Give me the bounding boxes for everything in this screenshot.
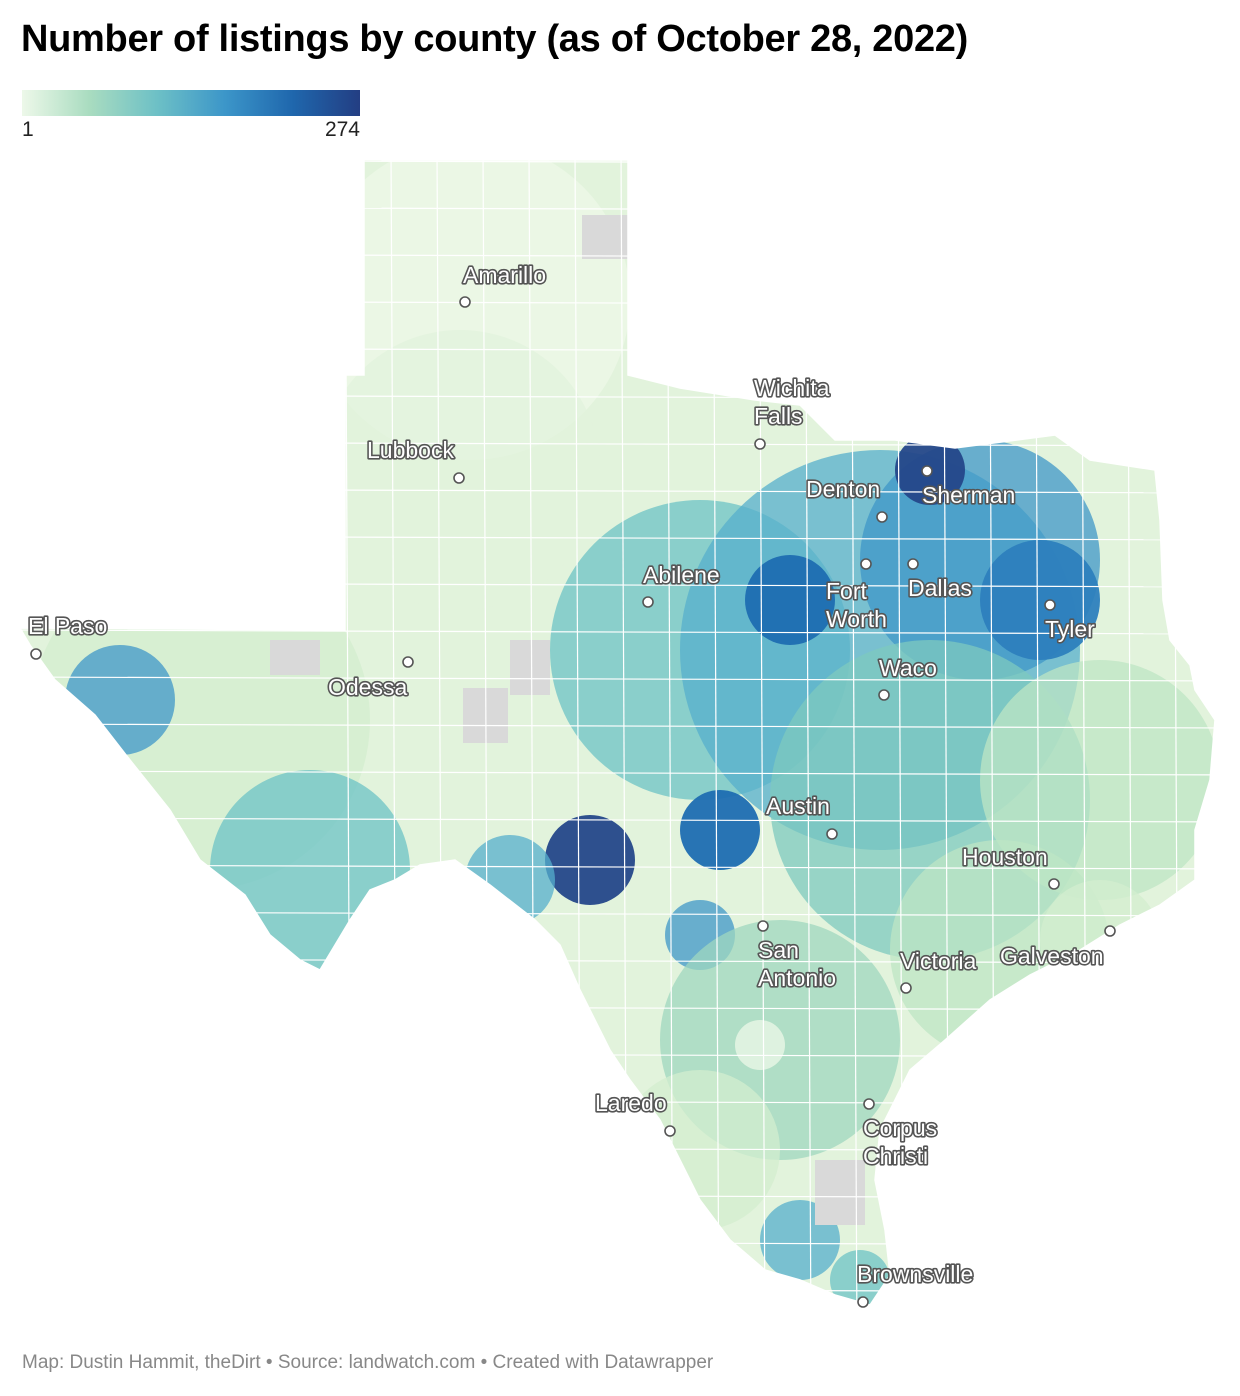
city-label-amarillo: Amarillo bbox=[463, 262, 546, 288]
city-marker-laredo bbox=[664, 1125, 676, 1137]
city-label-fort-worth: Fort Worth bbox=[826, 578, 887, 632]
chart-title: Number of listings by county (as of Octo… bbox=[21, 18, 968, 60]
city-layer: Amarillo Wichita Falls Lubbock Denton Sherman… bbox=[26, 260, 1116, 1308]
city-marker-waco bbox=[878, 689, 890, 701]
city-marker-denton bbox=[876, 511, 888, 523]
city-marker-san-antonio bbox=[757, 920, 769, 932]
legend-max-label: 274 bbox=[324, 118, 360, 141]
city-marker-victoria bbox=[900, 982, 912, 994]
city-marker-corpus-christi bbox=[863, 1098, 875, 1110]
city-label-dallas: Dallas bbox=[908, 575, 972, 601]
city-marker-galveston bbox=[1104, 925, 1116, 937]
legend-gradient-bar bbox=[22, 90, 360, 116]
city-marker-brownsville bbox=[857, 1296, 869, 1308]
city-label-wichita-falls: Wichita Falls bbox=[754, 375, 830, 429]
city-label-laredo: Laredo bbox=[595, 1090, 667, 1116]
city-label-odessa: Odessa bbox=[328, 674, 407, 700]
city-marker-tyler bbox=[1044, 599, 1056, 611]
city-marker-austin bbox=[826, 828, 838, 840]
city-label-galveston: Galveston bbox=[1000, 943, 1104, 969]
city-label-waco: Waco bbox=[879, 655, 937, 681]
color-legend: 1 274 bbox=[22, 90, 360, 142]
city-label-lubbock: Lubbock bbox=[367, 437, 454, 463]
city-marker-amarillo bbox=[459, 296, 471, 308]
city-marker-abilene bbox=[642, 596, 654, 608]
city-marker-wichita-falls bbox=[754, 438, 766, 450]
city-label-austin: Austin bbox=[766, 793, 830, 819]
city-label-sherman: Sherman bbox=[922, 482, 1015, 508]
source-footer: Map: Dustin Hammit, theDirt • Source: la… bbox=[22, 1352, 714, 1373]
city-marker-sherman bbox=[921, 465, 933, 477]
city-label-brownsville: Brownsville bbox=[857, 1261, 973, 1287]
city-marker-houston bbox=[1048, 878, 1060, 890]
city-label-san-antonio: San Antonio bbox=[758, 937, 836, 991]
city-marker-odessa bbox=[402, 656, 414, 668]
city-marker-el-paso bbox=[30, 648, 42, 660]
city-marker-lubbock bbox=[453, 472, 465, 484]
city-label-el-paso: El Paso bbox=[28, 613, 107, 639]
city-label-houston: Houston bbox=[962, 844, 1048, 870]
city-label-corpus-christi: Corpus Christi bbox=[863, 1115, 937, 1169]
city-label-denton: Denton bbox=[806, 476, 880, 502]
county-layer bbox=[20, 160, 1215, 1305]
city-label-abilene: Abilene bbox=[643, 562, 720, 588]
legend-min-label: 1 bbox=[22, 118, 34, 141]
texas-county-map: Amarillo Wichita Falls Lubbock Denton Sherman… bbox=[18, 159, 1216, 1308]
texas-outline bbox=[18, 159, 1216, 1306]
city-marker-dallas bbox=[907, 558, 919, 570]
city-label-tyler: Tyler bbox=[1045, 616, 1095, 642]
city-label-victoria: Victoria bbox=[900, 948, 976, 974]
city-marker-fort-worth bbox=[860, 558, 872, 570]
